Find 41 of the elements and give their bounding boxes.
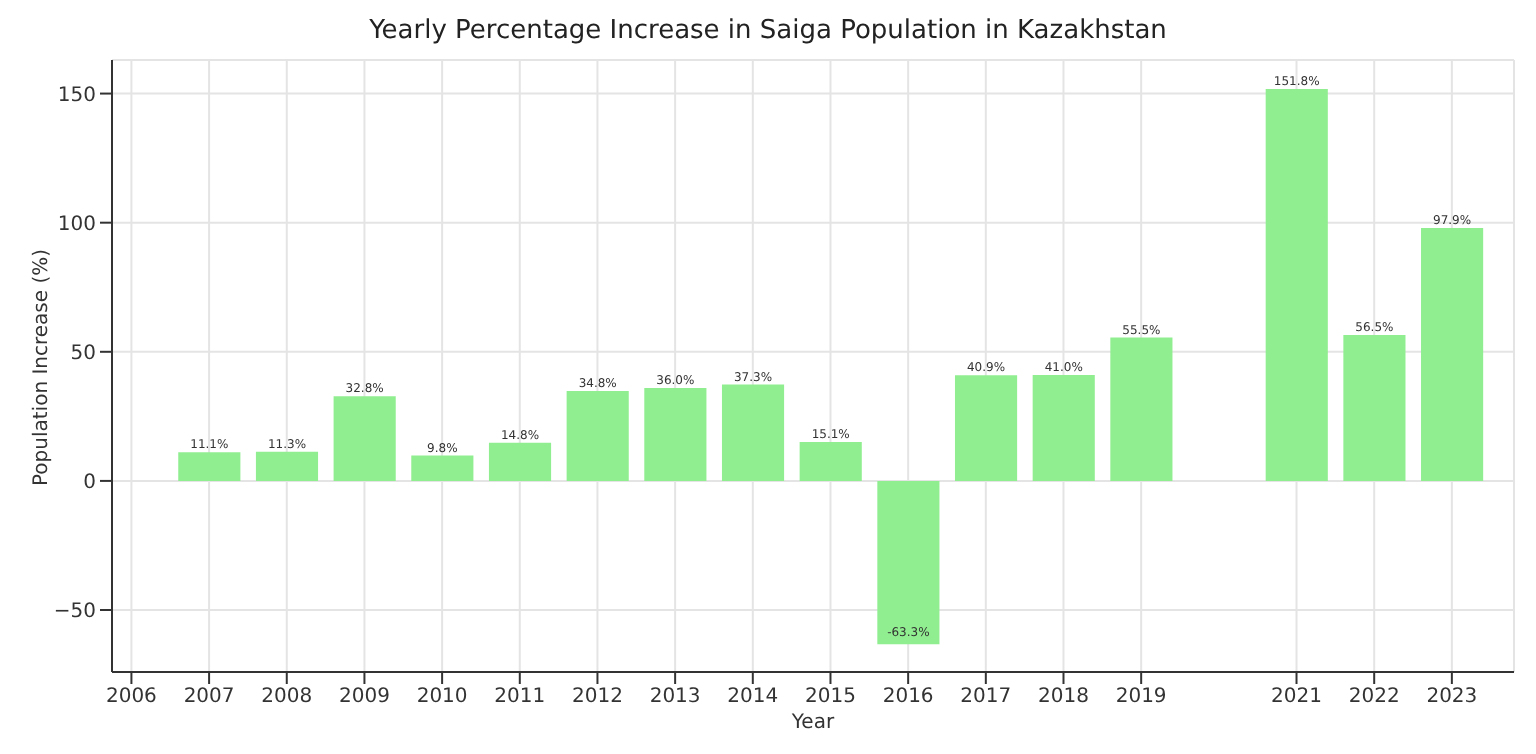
x-axis-title: Year	[789, 712, 836, 734]
bar	[721, 384, 785, 481]
x-tick-label: 2006	[105, 686, 157, 709]
x-tick-label: 2018	[1038, 686, 1089, 709]
bar	[333, 396, 396, 481]
x-tick-label: 2009	[338, 686, 390, 709]
bar	[1421, 228, 1484, 481]
x-tick-label: 2008	[261, 686, 313, 709]
bar	[1032, 375, 1095, 481]
x-tick-label: 2022	[1348, 686, 1400, 709]
y-tick-label: 100	[57, 213, 96, 236]
bar	[255, 451, 319, 481]
bar	[799, 441, 862, 481]
x-tick-label: 2016	[882, 686, 934, 709]
bar	[488, 442, 552, 481]
x-tick-label: 2012	[572, 686, 623, 709]
x-tick-label: 2011	[494, 686, 546, 709]
y-axis-title: Population Increase (%)	[31, 248, 54, 486]
x-tick-label: 2013	[649, 686, 701, 709]
y-tick-label: −50	[53, 601, 96, 624]
bar	[954, 375, 1018, 481]
x-tick-label: 2017	[960, 686, 1012, 709]
bar	[566, 391, 629, 481]
bar	[1110, 337, 1173, 481]
bar	[1343, 335, 1406, 481]
x-tick-label: 2007	[183, 686, 235, 709]
bar	[1265, 88, 1328, 481]
y-tick-label: 50	[70, 342, 96, 365]
chart-title: Yearly Percentage Increase in Saiga Population in Kazakhstan	[367, 16, 1169, 46]
x-tick-label: 2014	[727, 686, 779, 709]
x-tick-label: 2015	[805, 686, 856, 709]
x-tick-label: 2021	[1271, 686, 1322, 709]
bar	[411, 455, 474, 481]
y-tick-label: 0	[83, 472, 96, 495]
bar	[644, 387, 707, 481]
x-tick-label: 2023	[1426, 686, 1478, 709]
y-tick-label: 150	[57, 84, 96, 107]
x-tick-label: 2019	[1115, 686, 1167, 709]
x-tick-label: 2010	[416, 686, 468, 709]
bar	[877, 480, 940, 645]
bar	[178, 452, 241, 481]
